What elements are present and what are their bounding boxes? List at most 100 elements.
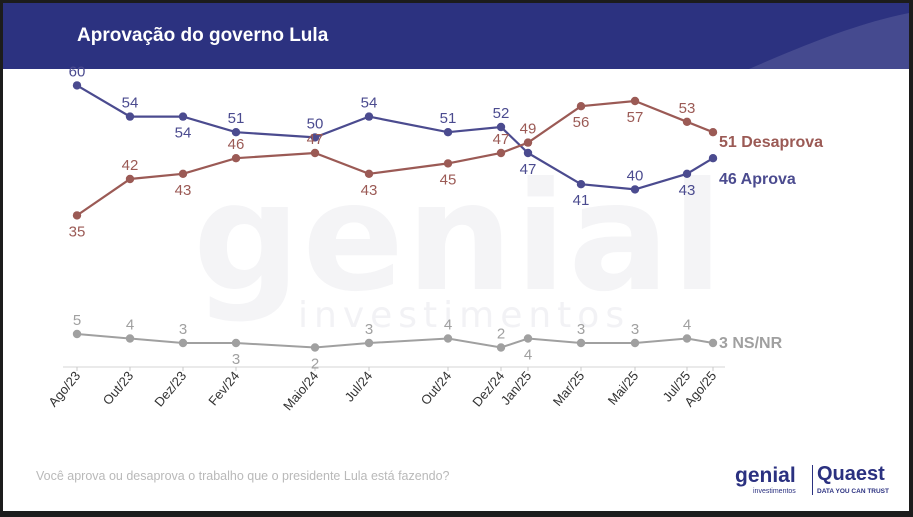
data-label-aprova: 47 — [520, 161, 537, 178]
data-label-nsnr: 3 — [232, 351, 240, 368]
header-bar — [3, 3, 909, 69]
data-label-nsnr: 2 — [311, 356, 319, 373]
series-line-nsnr — [76, 333, 714, 349]
data-point-aprova — [523, 148, 533, 158]
data-point-desaprova — [364, 169, 374, 178]
data-point-aprova — [496, 122, 506, 132]
data-label-nsnr: 4 — [126, 317, 134, 334]
data-point-nsnr — [630, 338, 640, 348]
data-label-aprova: 60 — [69, 63, 86, 80]
data-point-aprova — [72, 81, 82, 90]
data-point-desaprova — [231, 154, 241, 163]
quaest-logo-sub: DATA YOU CAN TRUST — [817, 488, 889, 495]
data-point-aprova — [125, 112, 135, 121]
data-label-desaprova: 43 — [361, 182, 378, 199]
x-tick-label: Maio/24 — [280, 368, 321, 413]
data-point-nsnr — [576, 338, 586, 348]
x-tick-label: Jan/25 — [498, 368, 535, 408]
x-tick-label: Mar/25 — [550, 368, 588, 409]
data-point-desaprova — [125, 174, 135, 184]
data-label-desaprova: 42 — [122, 157, 139, 174]
data-point-aprova — [310, 133, 320, 142]
data-label-aprova: 43 — [679, 182, 696, 199]
data-point-nsnr — [496, 343, 506, 352]
x-tick-label: Out/23 — [100, 368, 137, 408]
data-label-nsnr: 3 — [365, 321, 373, 338]
x-tick-label: Jul/24 — [342, 368, 376, 404]
data-point-desaprova — [576, 102, 586, 111]
data-label-aprova: 50 — [307, 115, 324, 132]
data-label-desaprova: 53 — [679, 100, 696, 117]
data-point-nsnr — [523, 334, 533, 343]
x-tick-label: Mai/25 — [605, 368, 642, 408]
data-point-desaprova — [523, 138, 533, 147]
survey-question: Você aprova ou desaprova o trabalho que … — [36, 469, 450, 483]
data-point-desaprova — [178, 169, 188, 178]
data-point-aprova — [178, 112, 188, 121]
data-point-aprova — [708, 154, 718, 163]
data-point-desaprova — [496, 148, 506, 158]
x-tick-label: Out/24 — [418, 368, 455, 408]
end-label-aprova: 46 Aprova — [719, 171, 796, 188]
x-tick-label: Dez/24 — [469, 368, 507, 409]
data-point-desaprova — [708, 128, 718, 137]
data-point-aprova — [682, 169, 692, 178]
data-label-desaprova: 57 — [627, 109, 644, 126]
data-point-aprova — [231, 128, 241, 137]
watermark-investimentos: investimentos — [298, 295, 631, 336]
data-point-desaprova — [310, 148, 320, 158]
data-label-nsnr: 4 — [444, 317, 452, 334]
data-point-nsnr — [682, 334, 692, 343]
chart-frame: Aprovação do governo Lula genial investi… — [3, 3, 909, 511]
end-label-desaprova: 51 Desaprova — [719, 134, 823, 151]
genial-logo-sub: investimentos — [753, 488, 796, 495]
data-point-desaprova — [72, 211, 82, 220]
data-label-nsnr: 3 — [179, 321, 187, 338]
data-label-nsnr: 4 — [683, 317, 691, 334]
data-label-aprova: 54 — [122, 95, 139, 112]
data-point-aprova — [364, 112, 374, 121]
data-label-aprova: 51 — [440, 110, 457, 127]
data-label-nsnr: 4 — [524, 347, 532, 364]
data-label-nsnr: 3 — [577, 321, 585, 338]
data-label-nsnr: 3 — [631, 321, 639, 338]
data-label-nsnr: 5 — [73, 312, 81, 329]
header-swoosh — [749, 13, 909, 69]
data-label-nsnr: 2 — [497, 326, 505, 343]
chart-title: Aprovação do governo Lula — [77, 25, 329, 46]
end-label-nsnr: 3 NS/NR — [719, 335, 783, 352]
data-point-nsnr — [178, 338, 188, 348]
data-point-nsnr — [310, 343, 320, 352]
logo-divider — [812, 465, 813, 495]
data-point-desaprova — [682, 117, 692, 127]
x-tick-label: Dez/23 — [151, 368, 189, 409]
data-point-desaprova — [443, 159, 453, 168]
data-point-aprova — [443, 128, 453, 137]
data-label-aprova: 54 — [175, 125, 192, 142]
data-point-nsnr — [72, 329, 82, 339]
data-label-desaprova: 47 — [307, 131, 324, 148]
data-point-aprova — [630, 185, 640, 194]
data-label-aprova: 54 — [361, 95, 378, 112]
data-label-desaprova: 47 — [493, 131, 510, 148]
x-tick-label: Fev/24 — [205, 368, 242, 408]
data-label-aprova: 41 — [573, 192, 590, 209]
data-label-aprova: 52 — [493, 105, 510, 122]
data-point-nsnr — [443, 334, 453, 343]
data-point-nsnr — [231, 338, 241, 348]
data-label-desaprova: 56 — [573, 114, 590, 131]
quaest-logo: Quaest — [817, 463, 885, 485]
x-tick-label: Ago/23 — [45, 368, 83, 409]
data-label-aprova: 40 — [627, 167, 644, 184]
data-label-desaprova: 35 — [69, 223, 86, 240]
data-label-desaprova: 49 — [520, 121, 537, 138]
line-chart: Ago/23 Out/23 Dez/23 Fev/24 Maio/24 Jul/24 Out… — [45, 63, 823, 413]
data-label-desaprova: 46 — [228, 136, 245, 153]
data-point-aprova — [576, 180, 586, 189]
data-point-nsnr — [364, 338, 374, 348]
data-point-desaprova — [630, 96, 640, 106]
series-line-desaprova — [76, 99, 714, 217]
data-point-nsnr — [125, 334, 135, 343]
genial-logo: genial — [735, 464, 796, 487]
data-label-desaprova: 45 — [440, 171, 457, 188]
